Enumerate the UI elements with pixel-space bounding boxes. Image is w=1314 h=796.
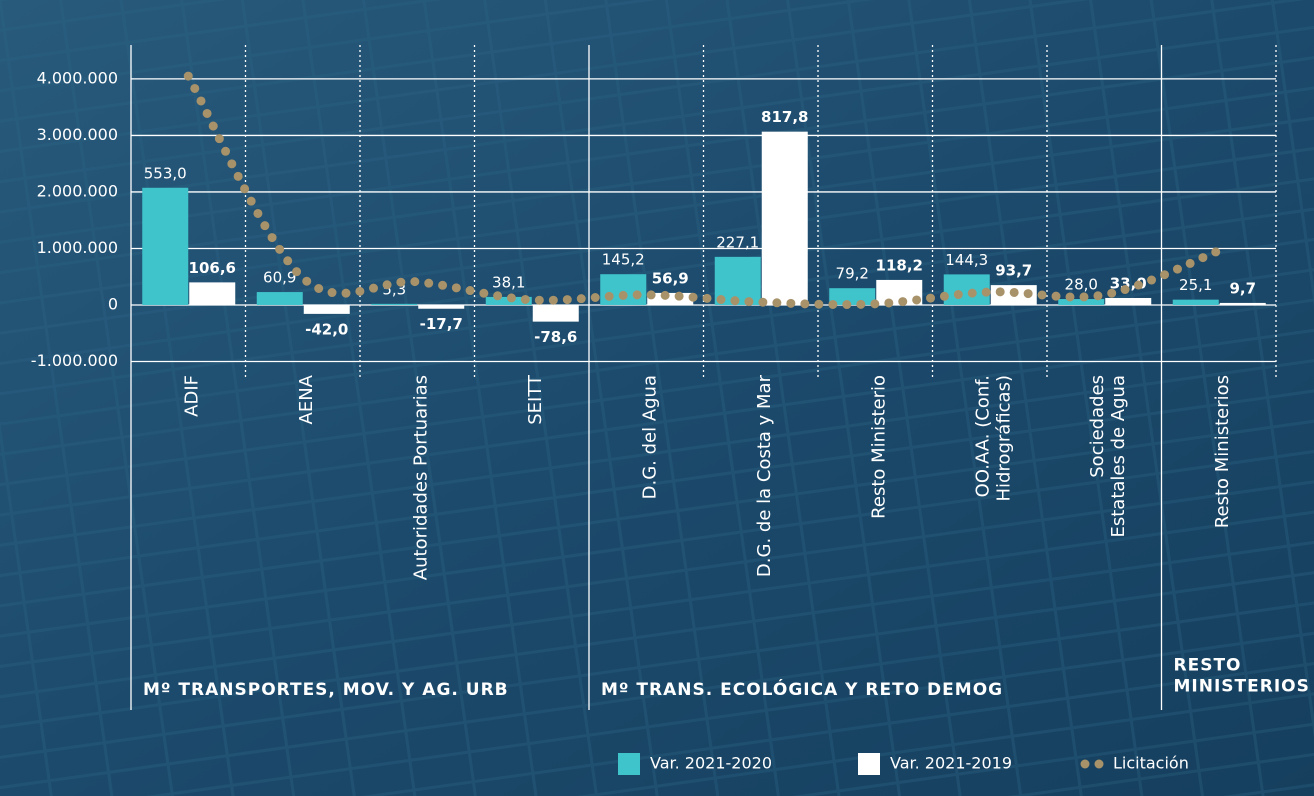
bar [256,292,303,305]
legend-swatch [858,753,880,775]
category-label-group: OO.AA. (Conf.Hidrográficas) [972,375,1014,502]
value-label: 38,1 [492,273,525,291]
x-tick-label: AENA [296,374,317,424]
x-tick-label: OO.AA. (Conf.Hidrográficas) [972,375,1014,502]
x-tick-label: Resto Ministerio [868,375,889,519]
value-label: 145,2 [602,251,645,269]
value-label: 28,0 [1065,276,1098,294]
category-label-group: ADIF [181,375,202,417]
value-label: -78,6 [534,328,577,346]
bar [1105,297,1152,305]
bar [142,187,189,305]
y-tick-label: -1.000.000 [31,351,118,370]
value-label: 93,7 [995,262,1032,280]
bar [1219,302,1266,305]
legend-label: Var. 2021-2020 [650,754,772,773]
bar [1172,299,1219,305]
bar [829,288,876,305]
category-label-group: Resto Ministerio [868,375,889,519]
y-tick-label: 2.000.000 [37,181,118,200]
value-label: 553,0 [144,164,187,182]
bar [371,303,418,305]
value-label: 106,6 [189,259,236,277]
legend-swatch [1094,759,1104,769]
x-tick-label: ADIF [181,375,202,417]
x-tick-label: SEITT [525,374,546,425]
bar [600,274,647,305]
y-tick-label: 0 [108,294,118,313]
bar [189,282,236,305]
bar [418,304,465,309]
y-tick-label: 3.000.000 [37,125,118,144]
group-label: RESTO MINISTERIOS [1174,656,1310,697]
value-label: 227,1 [716,233,759,251]
bar [943,274,990,305]
category-label-group: AENA [296,374,317,424]
bar [303,304,350,314]
category-label-group: SociedadesEstatales de Agua [1087,375,1129,538]
value-label: 817,8 [761,108,808,126]
category-label-group: Resto Ministerios [1212,375,1233,528]
value-label: -17,7 [420,315,463,333]
y-tick-label: 1.000.000 [37,238,118,257]
x-tick-label: D.G. de la Costa y Mar [754,374,775,577]
legend-swatch [618,753,640,775]
legend-label: Licitación [1113,754,1189,773]
group-label: Mº TRANSPORTES, MOV. Y AG. URB [143,680,509,700]
x-tick-label: D.G. del Agua [639,375,660,499]
category-label-group: D.G. del Agua [639,375,660,499]
value-label: -42,0 [305,320,348,338]
x-tick-label: Autoridades Portuarias [410,375,431,580]
category-label-group: Autoridades Portuarias [410,375,431,580]
bar [761,131,808,305]
legend-swatch [1080,759,1090,769]
category-label-group: D.G. de la Costa y Mar [754,374,775,577]
group-label: Mº TRANS. ECOLÓGICA Y RETO DEMOG [601,678,1003,700]
x-tick-label: SociedadesEstatales de Agua [1087,375,1129,538]
line-series [183,71,1224,310]
legend-label: Var. 2021-2019 [890,754,1012,773]
value-label: 79,2 [836,265,869,283]
value-label: 118,2 [876,256,923,274]
bar [1058,299,1105,305]
y-tick-label: 4.000.000 [37,68,118,87]
value-label: 60,9 [263,269,296,287]
bar [532,304,579,322]
x-tick-label: Resto Ministerios [1212,375,1233,528]
value-label: 56,9 [652,269,689,287]
value-label: 144,3 [945,251,988,269]
category-label-group: SEITT [525,374,546,425]
value-label: 9,7 [1229,279,1256,297]
value-label: 25,1 [1179,276,1212,294]
